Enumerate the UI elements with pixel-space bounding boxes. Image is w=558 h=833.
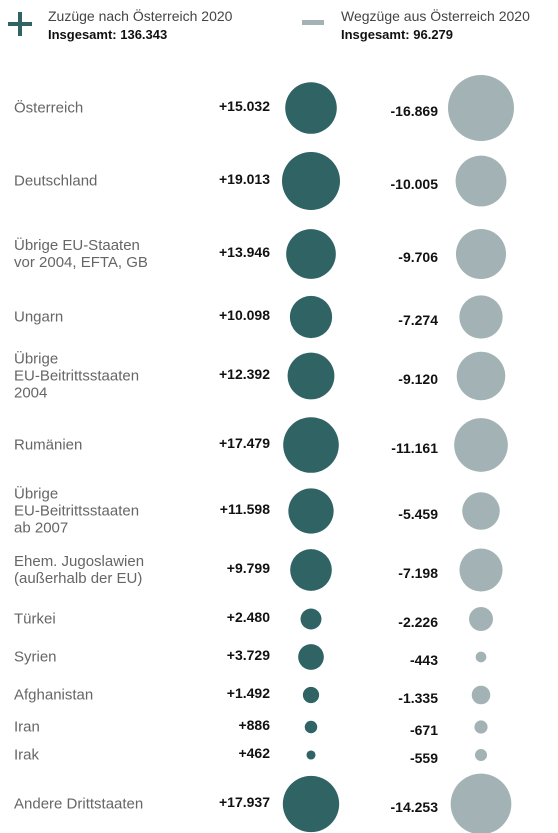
value-label: +9.799 [226, 560, 270, 576]
category-label: Übrige EU-Beitrittsstaaten 2004 [14, 350, 140, 402]
bubble [474, 720, 488, 734]
bubble [455, 155, 507, 207]
legend-total: Insgesamt: 136.343 [48, 27, 168, 42]
value-label: +2.480 [226, 609, 270, 625]
bubble [298, 644, 324, 670]
bubble [287, 352, 335, 400]
bubble [471, 685, 491, 705]
legend-label: Wegzüge aus Österreich 2020 [341, 8, 530, 24]
bubble [454, 418, 508, 472]
category-label: Übrige EU-Staaten vor 2004, EFTA, GB [14, 237, 148, 271]
value-label: -7.198 [398, 565, 438, 581]
value-label: +10.098 [219, 307, 270, 323]
value-label: +886 [238, 717, 270, 733]
bubble [304, 720, 318, 734]
bubble [286, 229, 336, 279]
value-label: +11.598 [219, 501, 270, 517]
category-label: Deutschland [14, 172, 98, 190]
value-label: -671 [409, 722, 438, 738]
category-label: Ungarn [14, 308, 64, 326]
value-label: -1.335 [398, 690, 438, 706]
plus-h [8, 22, 32, 26]
bubble [302, 686, 320, 704]
value-label: -5.459 [398, 506, 438, 522]
value-label: +462 [238, 745, 270, 761]
value-label: -14.253 [390, 799, 438, 815]
bubble [288, 488, 334, 534]
category-label: Irak [14, 746, 40, 764]
bubble [306, 750, 316, 760]
value-label: -9.706 [398, 249, 438, 265]
category-label: Andere Drittstaaten [14, 795, 144, 813]
category-label: Ehem. Jugoslawien (außerhalb der EU) [14, 553, 145, 587]
value-label: +1.492 [226, 685, 270, 701]
category-label: Türkei [14, 610, 56, 628]
legend-total: Insgesamt: 96.279 [341, 27, 454, 42]
legend-dash [302, 20, 324, 25]
value-label: +13.946 [219, 244, 270, 260]
bubble [459, 295, 503, 339]
bubble [300, 608, 322, 630]
bubble [455, 228, 507, 280]
bubble [282, 152, 340, 210]
bubble [285, 82, 337, 134]
value-label: -7.274 [398, 312, 438, 328]
bubble [456, 351, 506, 401]
legend-label: Zuzüge nach Österreich 2020 [48, 8, 233, 24]
bubble [448, 75, 514, 141]
value-label: +17.479 [219, 435, 270, 451]
bubble [290, 549, 332, 591]
bubble [450, 773, 512, 833]
bubble [474, 748, 488, 762]
value-label: +15.032 [219, 98, 270, 114]
value-label: -10.005 [390, 176, 438, 192]
value-label: +19.013 [219, 171, 270, 187]
bubble [282, 775, 340, 833]
value-label: -11.161 [391, 440, 438, 456]
category-label: Übrige EU-Beitrittsstaaten ab 2007 [14, 485, 140, 537]
bubble [462, 492, 500, 530]
category-label: Afghanistan [14, 686, 94, 704]
value-label: +17.937 [219, 794, 270, 810]
category-label: Österreich [14, 99, 84, 117]
category-label: Syrien [14, 648, 57, 666]
legend-plus [8, 12, 32, 36]
value-label: -443 [409, 652, 438, 668]
category-label: Iran [14, 718, 40, 736]
value-label: -16.869 [390, 103, 438, 119]
value-label: +12.392 [219, 366, 270, 382]
category-label: Rumänien [14, 436, 83, 454]
bubble [283, 417, 339, 473]
value-label: +3.729 [226, 647, 270, 663]
bubble [459, 548, 503, 592]
value-label: -9.120 [398, 371, 438, 387]
value-label: -2.226 [398, 614, 438, 630]
bubble [469, 607, 493, 631]
bubble [475, 651, 487, 663]
bubble [289, 295, 333, 339]
value-label: -559 [409, 750, 438, 766]
